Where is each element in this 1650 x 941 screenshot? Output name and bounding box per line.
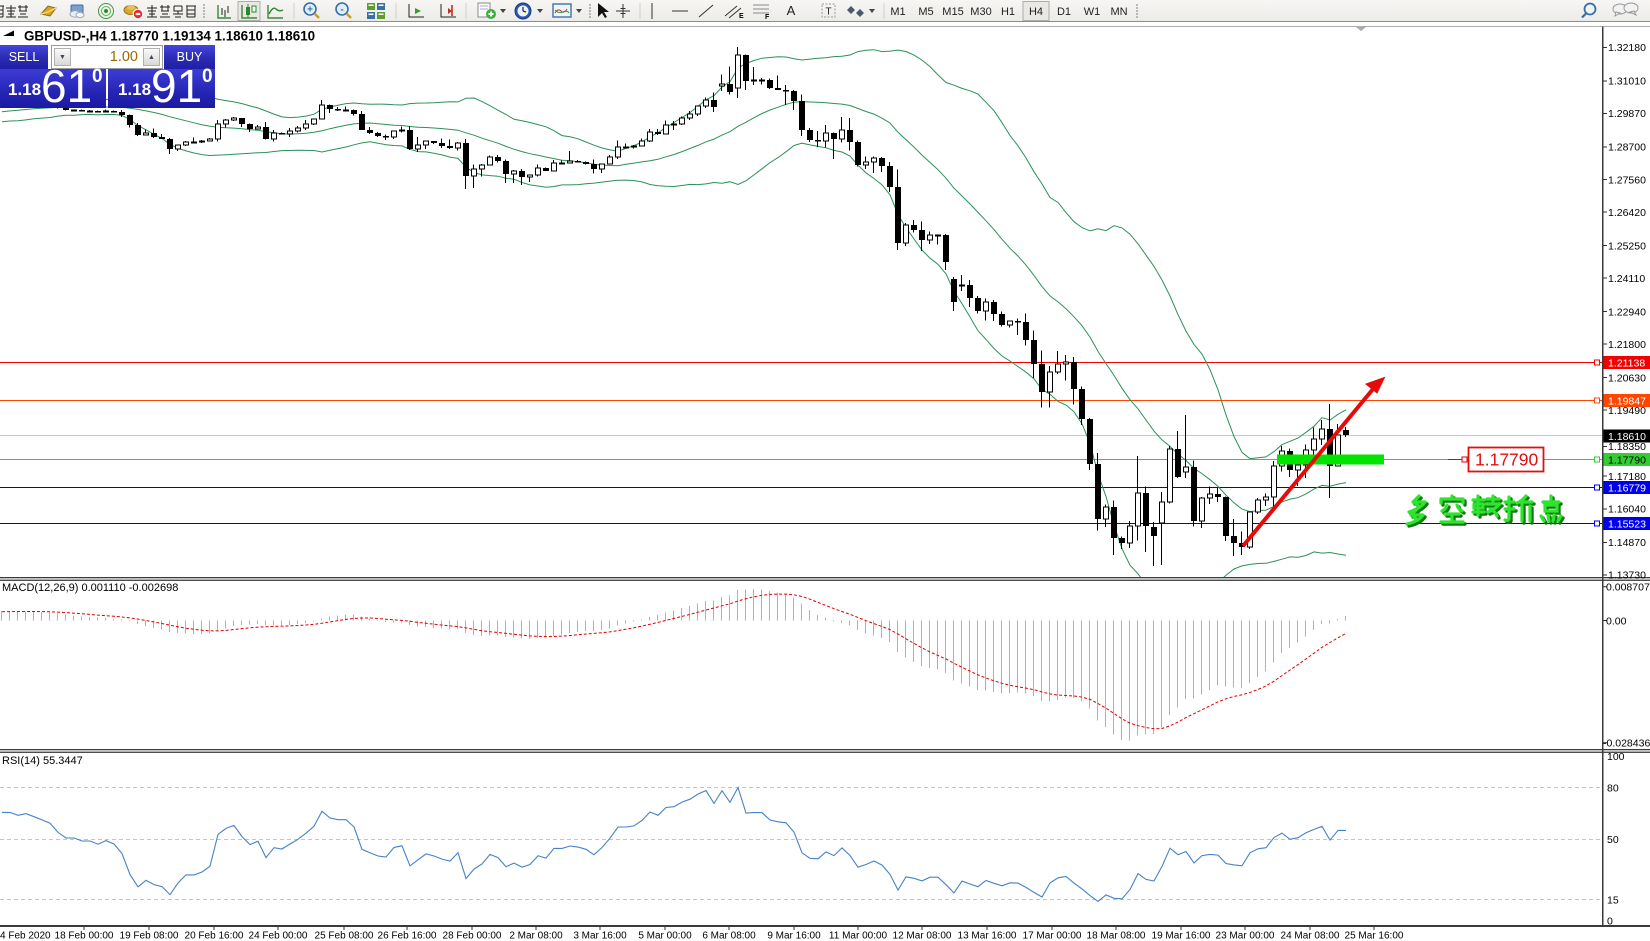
svg-text:1.17790: 1.17790: [1608, 454, 1646, 466]
svg-text:1.16779: 1.16779: [1608, 482, 1646, 494]
svg-text:3 Mar 16:00: 3 Mar 16:00: [573, 931, 627, 941]
svg-text:1.29870: 1.29870: [1608, 108, 1646, 120]
svg-text:1.22940: 1.22940: [1608, 306, 1646, 318]
svg-text:+: +: [307, 5, 313, 16]
svg-text:26 Feb 16:00: 26 Feb 16:00: [378, 931, 437, 941]
svg-text:1.18610: 1.18610: [1608, 431, 1646, 443]
svg-text:19 Mar 16:00: 19 Mar 16:00: [1152, 931, 1211, 941]
svg-text:1.20630: 1.20630: [1608, 372, 1646, 384]
svg-text:100: 100: [1607, 751, 1625, 763]
svg-text:18 Mar 08:00: 18 Mar 08:00: [1087, 931, 1146, 941]
svg-text:19 Feb 08:00: 19 Feb 08:00: [120, 931, 179, 941]
svg-text:28 Feb 00:00: 28 Feb 00:00: [443, 931, 502, 941]
svg-text:25 Feb 08:00: 25 Feb 08:00: [315, 931, 374, 941]
svg-text:-0.028436: -0.028436: [1603, 738, 1650, 750]
svg-text:15: 15: [1607, 894, 1619, 906]
svg-text:E: E: [739, 13, 744, 20]
svg-text:1.17180: 1.17180: [1608, 471, 1646, 483]
svg-text:13 Mar 16:00: 13 Mar 16:00: [958, 931, 1017, 941]
svg-text:A: A: [787, 3, 796, 18]
svg-text:4 Feb 2020: 4 Feb 2020: [0, 931, 51, 941]
svg-text:1.28700: 1.28700: [1608, 142, 1646, 154]
svg-text:11 Mar 00:00: 11 Mar 00:00: [829, 931, 888, 941]
svg-text:RSI(14) 55.3447: RSI(14) 55.3447: [2, 755, 83, 767]
svg-text:0: 0: [1607, 916, 1613, 928]
svg-text:1.24110: 1.24110: [1608, 273, 1645, 285]
svg-text:2 Mar 08:00: 2 Mar 08:00: [509, 931, 563, 941]
svg-text:5 Mar 00:00: 5 Mar 00:00: [638, 931, 692, 941]
svg-text:1.18350: 1.18350: [1608, 441, 1646, 453]
svg-text:1.31010: 1.31010: [1608, 76, 1646, 88]
svg-text:-: -: [340, 5, 343, 16]
svg-text:H1: H1: [1001, 6, 1015, 18]
svg-text:24 Mar 08:00: 24 Mar 08:00: [1281, 931, 1340, 941]
svg-text:D1: D1: [1057, 6, 1071, 18]
svg-text:24 Feb 00:00: 24 Feb 00:00: [249, 931, 308, 941]
svg-text:1.19847: 1.19847: [1608, 395, 1646, 407]
svg-text:9 Mar 16:00: 9 Mar 16:00: [767, 931, 821, 941]
svg-text:M5: M5: [918, 6, 933, 18]
svg-text:1.15523: 1.15523: [1608, 518, 1646, 530]
svg-text:1.25250: 1.25250: [1608, 240, 1646, 252]
svg-text:18 Feb 00:00: 18 Feb 00:00: [55, 931, 114, 941]
svg-text:1.21800: 1.21800: [1608, 339, 1646, 351]
svg-text:1.16040: 1.16040: [1608, 504, 1646, 516]
svg-text:20 Feb 16:00: 20 Feb 16:00: [185, 931, 244, 941]
svg-text:0.00: 0.00: [1606, 615, 1627, 627]
svg-text:M1: M1: [890, 6, 905, 18]
svg-text:MACD(12,26,9) 0.001110 -0.0026: MACD(12,26,9) 0.001110 -0.002698: [2, 582, 178, 594]
svg-text:MN: MN: [1110, 6, 1127, 18]
svg-text:50: 50: [1607, 834, 1619, 846]
svg-text:1.14870: 1.14870: [1608, 537, 1646, 549]
svg-text:0.008707: 0.008707: [1606, 582, 1650, 594]
svg-text:1.19490: 1.19490: [1608, 405, 1646, 417]
svg-text:12 Mar 08:00: 12 Mar 08:00: [893, 931, 952, 941]
svg-text:GBPUSD-,H4 1.18770 1.19134 1.: GBPUSD-,H4 1.18770 1.19134 1.18610 1.186…: [24, 29, 315, 44]
svg-text:W1: W1: [1084, 6, 1101, 18]
svg-text:T: T: [825, 7, 831, 18]
svg-text:6 Mar 08:00: 6 Mar 08:00: [702, 931, 756, 941]
svg-text:H4: H4: [1029, 6, 1043, 18]
svg-text:1.13730: 1.13730: [1608, 570, 1646, 582]
svg-text:1.17790: 1.17790: [1475, 450, 1539, 470]
svg-text:M30: M30: [970, 6, 991, 18]
svg-text:23 Mar 00:00: 23 Mar 00:00: [1216, 931, 1275, 941]
svg-text:1.21138: 1.21138: [1608, 357, 1645, 369]
svg-text:1.32180: 1.32180: [1608, 42, 1646, 54]
svg-text:25 Mar 16:00: 25 Mar 16:00: [1345, 931, 1404, 941]
svg-text:80: 80: [1607, 782, 1619, 794]
svg-text:F: F: [765, 14, 770, 21]
svg-text:1.27560: 1.27560: [1608, 174, 1646, 186]
svg-text:1.26420: 1.26420: [1608, 207, 1646, 219]
svg-text:17 Mar 00:00: 17 Mar 00:00: [1023, 931, 1082, 941]
svg-text:M15: M15: [942, 6, 963, 18]
